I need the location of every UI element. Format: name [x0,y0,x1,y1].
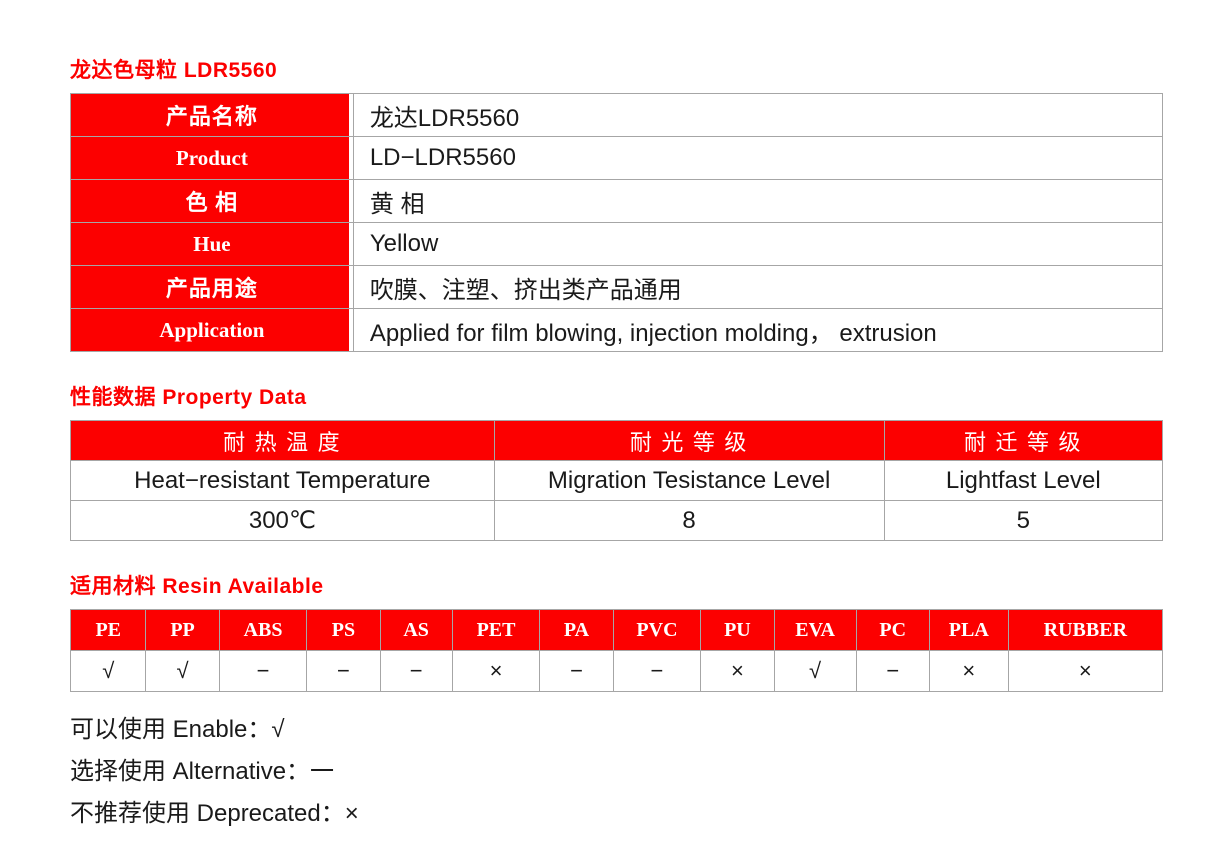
resin-available-table: PE PP ABS PS AS PET PA PVC PU EVA PC PLA RUBBER √ √ − −… [69,609,1164,692]
property-data-section-title: 性能数据 Property Data [70,386,307,409]
resin-header-cell: PS [306,609,381,651]
product-info-table: 产品名称 龙达LDR5560 Product LD−LDR5560 色 相黄 相 Hue Y… [70,93,1164,352]
product-info-row: Application Applied for film blowing, inj… [70,308,1164,352]
product-info-label: 产品用途 [70,265,354,309]
resin-status-cell: × [451,650,541,692]
product-info-row: 产品名称 龙达LDR5560 [70,93,1164,137]
resin-status-cell: √ [69,650,147,692]
resin-status-row: √ √ − − − × − − × √ − × × [69,650,1164,692]
product-info-value: 龙达LDR5560 [352,93,1164,137]
property-value-cell: 300℃ [70,500,495,541]
legend-line: 选择使用 Alternative：一 [70,758,335,785]
product-info-value: Applied for film blowing, injection mold… [352,308,1164,352]
product-info-value: 黄 相 [352,179,1164,223]
resin-available-section-title: 适用材料 Resin Available [70,575,324,598]
product-info-value: 吹膜、注塑、挤出类产品通用 [352,265,1164,309]
legend-line: 可以使用 Enable：√ [70,716,285,743]
property-value-cell: 5 [883,500,1164,541]
page-title: 龙达色母粒 LDR5560 [70,59,278,82]
resin-header-cell: PE [69,609,147,651]
resin-header-cell: PU [700,609,775,651]
product-info-label: 色 相 [70,179,354,223]
property-header-cell: 耐 热 温 度 [70,420,495,461]
resin-status-cell: × [928,650,1009,692]
resin-status-cell: − [855,650,930,692]
property-subheader-cell: Lightfast Level [883,460,1164,501]
resin-status-cell: √ [145,650,220,692]
resin-header-row: PE PP ABS PS AS PET PA PVC PU EVA PC PLA RUBBER [69,609,1164,651]
property-subheader-cell: Migration Tesistance Level [493,460,885,501]
resin-header-cell: PLA [928,609,1009,651]
property-subheader-cell: Heat−resistant Temperature [70,460,495,501]
datasheet-content: 龙达色母粒 LDR5560 产品名称 龙达LDR5560 Product LD−LDR… [69,54,1164,835]
product-info-label: 产品名称 [70,93,354,137]
product-info-row: Product LD−LDR5560 [70,136,1164,180]
resin-header-cell: AS [379,609,453,651]
product-info-label: Hue [70,222,354,266]
property-header-row: 耐 热 温 度耐 光 等 级耐 迁 等 级 [70,420,1164,461]
product-info-row: Hue Yellow [70,222,1164,266]
resin-header-cell: PC [855,609,930,651]
resin-status-cell: − [612,650,702,692]
property-subheader-row: Heat−resistant Temperature Migration Tesi… [70,460,1164,501]
resin-status-cell: − [539,650,614,692]
legend: 可以使用 Enable：√ 选择使用 Alternative：一 不推荐使用 Dep… [70,709,1163,835]
product-info-value: Yellow [352,222,1164,266]
resin-header-cell: PVC [612,609,702,651]
legend-line: 不推荐使用 Deprecated：× [70,800,359,827]
product-info-table-body: 产品名称 龙达LDR5560 Product LD−LDR5560 色 相黄 相 Hue Y… [70,93,1164,352]
product-info-row: 产品用途 吹膜、注塑、挤出类产品通用 [70,265,1164,309]
resin-status-cell: − [306,650,381,692]
resin-header-cell: PA [539,609,614,651]
resin-status-cell: √ [773,650,857,692]
resin-header-cell: PP [145,609,220,651]
product-info-row: 色 相黄 相 [70,179,1164,223]
product-info-label: Product [70,136,354,180]
property-value-row: 300℃ 8 5 [70,500,1164,541]
property-data-table: 耐 热 温 度耐 光 等 级耐 迁 等 级 Heat−resistant Tem… [70,420,1164,541]
resin-status-cell: − [218,650,308,692]
product-info-label: Application [70,308,354,352]
product-info-value: LD−LDR5560 [352,136,1164,180]
resin-header-cell: PET [451,609,541,651]
property-value-cell: 8 [493,500,885,541]
resin-header-cell: EVA [773,609,857,651]
property-header-cell: 耐 光 等 级 [493,420,885,461]
resin-header-cell: ABS [218,609,308,651]
resin-header-cell: RUBBER [1007,609,1164,651]
resin-status-cell: × [700,650,775,692]
property-header-cell: 耐 迁 等 级 [883,420,1164,461]
resin-status-cell: − [379,650,453,692]
resin-status-cell: × [1007,650,1164,692]
